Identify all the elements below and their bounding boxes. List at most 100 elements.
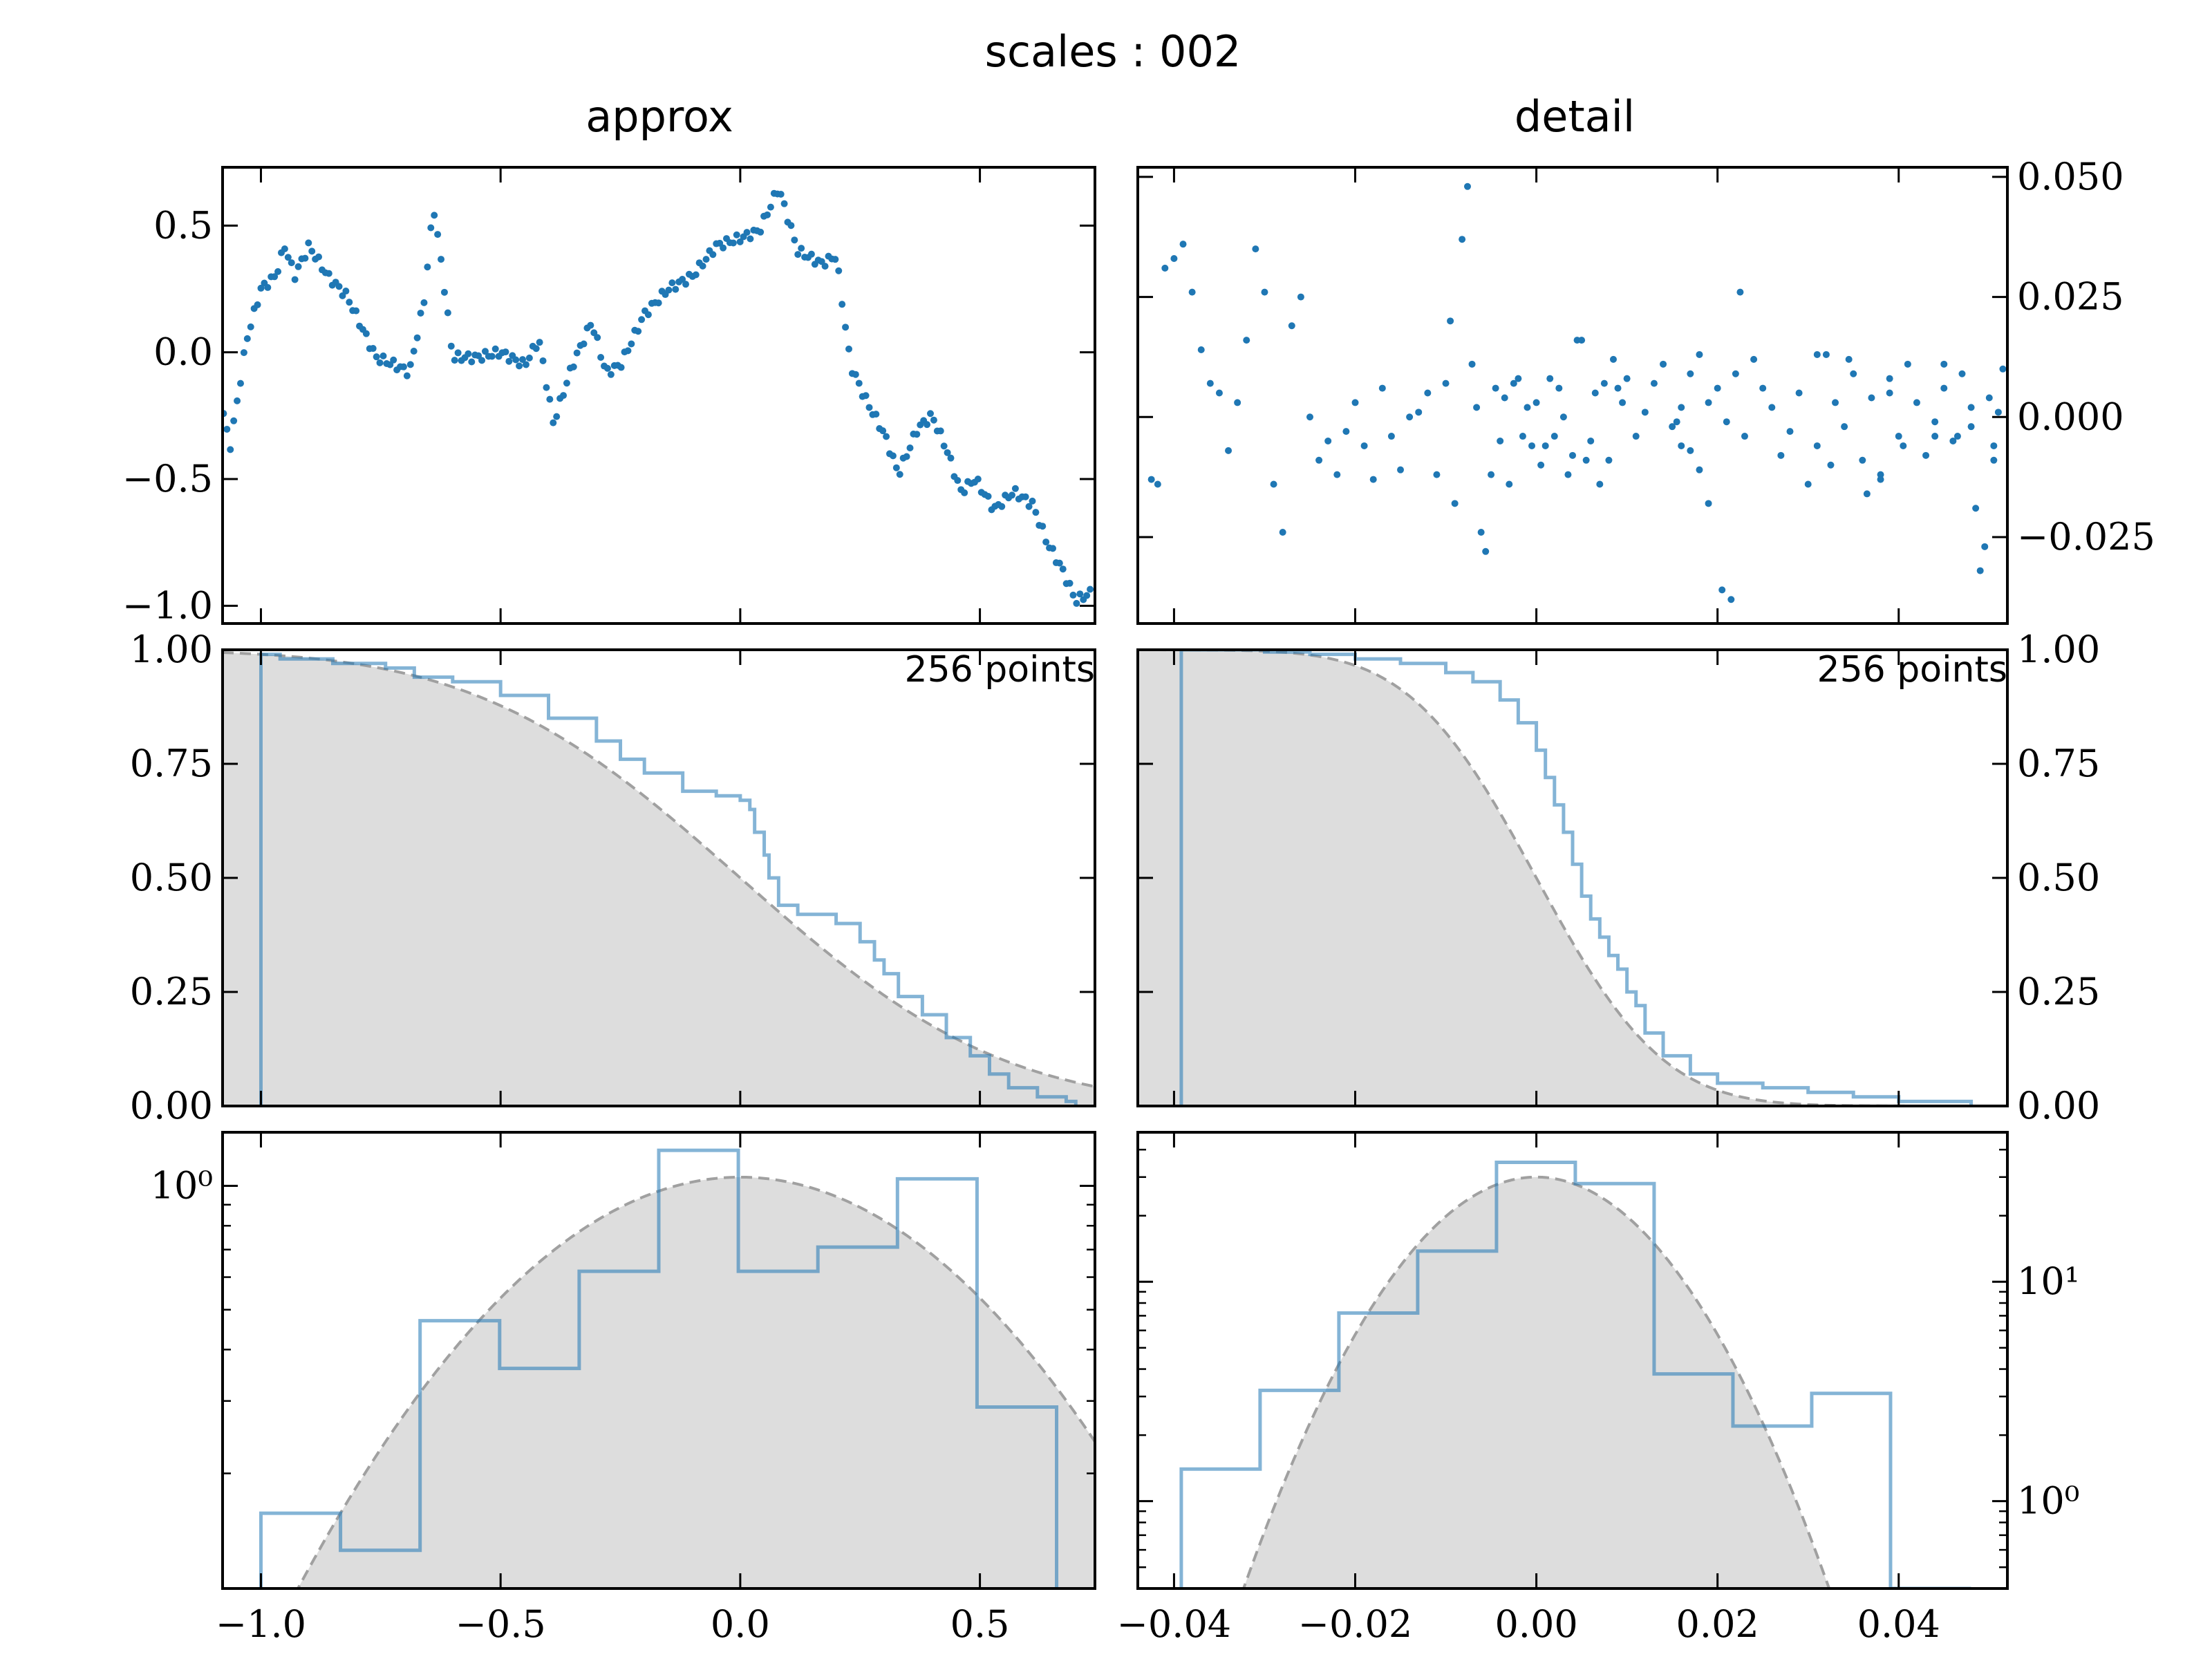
series-point bbox=[1270, 480, 1277, 488]
series-point bbox=[1022, 493, 1029, 500]
series-point bbox=[1447, 317, 1454, 325]
series-point bbox=[281, 245, 288, 252]
series-point bbox=[1886, 389, 1893, 397]
panel-approx-ccdf: 256 points 0.00 0.25 0.50 0.75 1.00 bbox=[130, 628, 1096, 1127]
histogram-step bbox=[259, 1148, 1059, 1588]
y-tick-label: 0.050 bbox=[2017, 155, 2124, 198]
plot-area bbox=[223, 189, 1094, 607]
model-curve bbox=[1241, 1175, 1831, 1588]
series-point bbox=[821, 263, 829, 270]
series-point bbox=[791, 236, 798, 244]
series-point bbox=[954, 477, 962, 485]
series-point bbox=[1459, 236, 1466, 243]
series-point bbox=[1387, 433, 1395, 440]
series-point bbox=[1029, 497, 1036, 505]
series-point bbox=[1868, 394, 1875, 402]
series-point bbox=[892, 464, 900, 471]
series-point bbox=[369, 345, 377, 353]
y-tick-label: 1.00 bbox=[2017, 628, 2100, 671]
series-point bbox=[1999, 365, 2007, 373]
series-point bbox=[234, 397, 241, 404]
series-point bbox=[832, 256, 839, 263]
series-point bbox=[1397, 466, 1405, 474]
series-point bbox=[1994, 409, 2002, 416]
series-point bbox=[926, 410, 934, 418]
series-point bbox=[1841, 423, 1848, 431]
series-point bbox=[1564, 471, 1572, 478]
series-point bbox=[543, 384, 550, 391]
series-point bbox=[301, 254, 309, 262]
axes-frame bbox=[221, 166, 1096, 625]
y-tick-label: 0.25 bbox=[130, 970, 213, 1013]
series-point bbox=[1605, 456, 1613, 464]
series-point bbox=[709, 251, 717, 259]
series-point bbox=[1569, 451, 1576, 459]
series-point bbox=[1154, 480, 1161, 488]
series-point bbox=[1614, 384, 1622, 392]
series-point bbox=[451, 357, 458, 364]
series-point bbox=[400, 363, 407, 371]
series-point bbox=[1550, 433, 1558, 440]
series-point bbox=[617, 364, 625, 371]
series-point bbox=[896, 471, 903, 478]
series-point bbox=[1623, 375, 1631, 382]
series-point bbox=[889, 452, 897, 460]
model-fill bbox=[1224, 1177, 1851, 1588]
series-point bbox=[1696, 466, 1703, 474]
series-point bbox=[390, 356, 397, 364]
series-point bbox=[413, 334, 421, 341]
series-point bbox=[798, 245, 805, 252]
series-point bbox=[1342, 428, 1350, 435]
series-point bbox=[1306, 413, 1313, 421]
series-point bbox=[1904, 360, 1911, 368]
series-point bbox=[699, 262, 706, 270]
x-tick-label: −1.0 bbox=[216, 1602, 306, 1646]
series-point bbox=[1845, 355, 1853, 363]
axis-ticks: 0.050 0.025 0.000 −0.025 bbox=[1138, 155, 2155, 624]
series-point bbox=[1066, 579, 1074, 587]
series-point bbox=[794, 251, 802, 259]
series-point bbox=[1750, 355, 1758, 363]
panel-approx-series: 0.5 0.0 −0.5 −1.0 bbox=[122, 166, 1096, 627]
series-point bbox=[438, 256, 445, 263]
series-point bbox=[342, 288, 350, 295]
series-point bbox=[852, 371, 859, 378]
series-point bbox=[1069, 591, 1077, 599]
series-point bbox=[305, 239, 312, 247]
column-title-approx: approx bbox=[585, 91, 733, 142]
series-point bbox=[1922, 451, 1930, 459]
series-point bbox=[465, 350, 472, 357]
series-point bbox=[1501, 394, 1508, 402]
series-point bbox=[1913, 399, 1920, 406]
series-point bbox=[947, 454, 955, 462]
y-tick-label: 10¹ bbox=[2017, 1259, 2079, 1303]
series-point bbox=[1953, 433, 1961, 440]
series-point bbox=[845, 345, 853, 353]
series-point bbox=[944, 449, 951, 456]
series-point bbox=[729, 239, 737, 247]
series-point bbox=[1822, 350, 1830, 358]
series-point bbox=[682, 281, 690, 288]
series-point bbox=[1981, 543, 1989, 550]
series-point bbox=[733, 231, 740, 238]
series-point bbox=[1900, 442, 1907, 449]
plot-area bbox=[1138, 650, 2007, 1106]
series-point bbox=[787, 222, 795, 229]
axes-frame bbox=[221, 648, 1096, 1107]
series-point bbox=[346, 299, 353, 306]
series-point bbox=[913, 431, 921, 438]
series-point bbox=[247, 323, 254, 330]
axes-frame bbox=[1136, 648, 2009, 1107]
series-point bbox=[512, 356, 520, 364]
series-point bbox=[1732, 370, 1739, 377]
series-point bbox=[679, 276, 686, 283]
series-point bbox=[1972, 505, 1980, 512]
series-point bbox=[1559, 413, 1567, 421]
series-point bbox=[553, 413, 561, 420]
y-tick-label: −0.5 bbox=[122, 457, 213, 500]
series-point bbox=[872, 411, 880, 418]
series-point bbox=[240, 349, 247, 357]
model-fill bbox=[1138, 650, 2007, 1106]
series-point bbox=[1032, 509, 1040, 516]
series-point bbox=[254, 301, 261, 308]
